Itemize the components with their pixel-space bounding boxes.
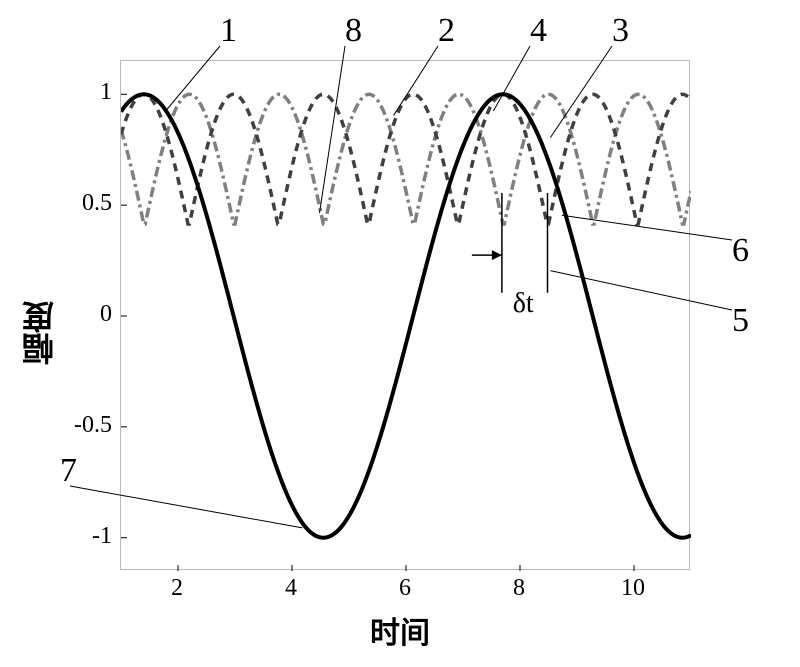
callout-line-8 — [320, 46, 346, 213]
callout-line-2 — [394, 46, 438, 115]
y-tick-label: -1 — [32, 523, 112, 550]
y-tick-label: 1 — [32, 79, 112, 106]
figure: 幅度 时间 -1-0.500.51246810δt18243657 — [0, 0, 800, 667]
callout-label-6: 6 — [732, 232, 749, 270]
callout-label-8: 8 — [345, 12, 362, 50]
callout-label-1: 1 — [220, 12, 237, 50]
y-tick-label: 0.5 — [32, 190, 112, 217]
callout-label-2: 2 — [438, 12, 455, 50]
callout-line-3 — [550, 46, 612, 138]
callout-line-6 — [562, 215, 732, 240]
callout-label-3: 3 — [612, 12, 629, 50]
callout-label-7: 7 — [60, 452, 77, 490]
x-tick-label: 10 — [613, 575, 653, 602]
y-tick-label: 0 — [32, 301, 112, 328]
delta-t-label: δt — [513, 288, 534, 320]
y-tick-label: -0.5 — [32, 412, 112, 439]
overlay-svg — [0, 0, 800, 667]
x-tick-label: 4 — [271, 575, 311, 602]
callout-line-1 — [166, 46, 220, 111]
callout-label-5: 5 — [732, 302, 749, 340]
callout-line-4 — [493, 46, 530, 111]
x-axis-label: 时间 — [0, 608, 800, 652]
callout-label-4: 4 — [530, 12, 547, 50]
x-tick-label: 2 — [157, 575, 197, 602]
callout-line-7 — [70, 486, 302, 528]
x-tick-label: 8 — [499, 575, 539, 602]
callout-line-5 — [550, 271, 732, 310]
x-tick-label: 6 — [385, 575, 425, 602]
